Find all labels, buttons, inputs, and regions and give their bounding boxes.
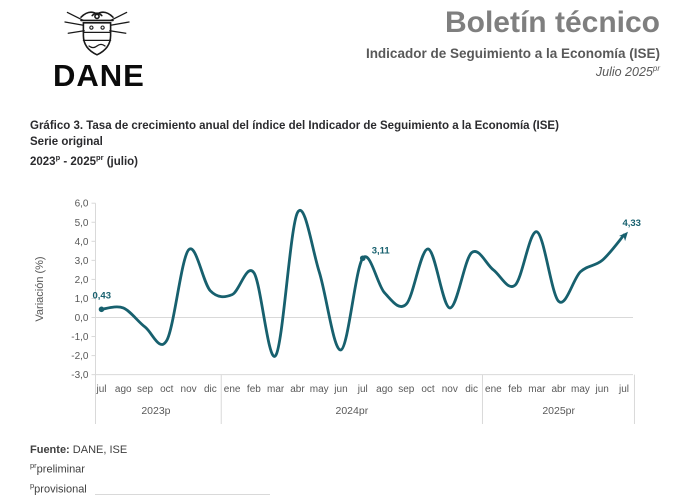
month-label: ene bbox=[485, 384, 502, 395]
y-tick-label: 5,0 bbox=[75, 218, 89, 229]
year-label: 2025pr bbox=[542, 405, 575, 417]
heading-sup-p: p bbox=[55, 153, 61, 162]
source-value: DANE, ISE bbox=[69, 444, 128, 456]
month-label: abr bbox=[290, 384, 305, 395]
arrow-head-icon bbox=[619, 231, 628, 242]
period-text: Julio 2025 bbox=[595, 64, 653, 79]
month-label: oct bbox=[421, 384, 435, 395]
month-label: jun bbox=[595, 384, 609, 395]
series-line bbox=[100, 208, 626, 358]
month-label: ago bbox=[376, 384, 393, 395]
page-bottom-rule bbox=[95, 494, 270, 495]
note2-text: provisional bbox=[34, 483, 87, 496]
axes: 6,0 5,0 4,0 3,0 2,0 1,0 0,0 -1,0 -2,0 -3,0 Variaci… bbox=[34, 199, 635, 424]
heading-year-end: - 2025 bbox=[60, 155, 96, 168]
data-label: 3,11 bbox=[372, 245, 391, 256]
dane-coat-of-arms-icon bbox=[64, 11, 130, 56]
chart-footer: Fuente: DANE, ISE prpreliminar pprovisio… bbox=[30, 442, 127, 497]
month-label: feb bbox=[247, 384, 261, 395]
month-label: dic bbox=[204, 384, 217, 395]
month-label: dic bbox=[465, 384, 478, 395]
y-tick-label: 2,0 bbox=[75, 275, 89, 286]
header-title-block: Boletín técnico Indicador de Seguimiento… bbox=[366, 6, 660, 79]
dane-logo-wordmark: DANE bbox=[53, 58, 145, 93]
note1-text: preliminar bbox=[36, 463, 85, 476]
chart-heading-line2: Serie original bbox=[30, 136, 103, 148]
y-tick-label: -3,0 bbox=[71, 370, 89, 381]
month-label: ene bbox=[224, 384, 241, 395]
series-ise bbox=[100, 208, 628, 358]
y-tick-label: -1,0 bbox=[71, 332, 89, 343]
month-label: abr bbox=[551, 384, 566, 395]
source-label: Fuente: bbox=[30, 444, 70, 456]
data-label: 4,33 bbox=[622, 218, 641, 229]
month-label: jul bbox=[618, 384, 629, 395]
month-label: may bbox=[310, 384, 329, 395]
month-label: nov bbox=[442, 384, 458, 395]
y-tick-label: 4,0 bbox=[75, 237, 89, 248]
note2-superscript: p bbox=[30, 480, 35, 490]
bulletin-title: Boletín técnico bbox=[444, 6, 660, 39]
note-provisional: pprovisional bbox=[30, 478, 127, 497]
point-marker bbox=[359, 255, 366, 262]
source-line: Fuente: DANE, ISE bbox=[30, 442, 127, 458]
month-label: jul bbox=[357, 384, 368, 395]
heading-sup-pr: pr bbox=[96, 153, 104, 162]
heading-month: (julio) bbox=[103, 155, 138, 168]
y-tick-label: 3,0 bbox=[75, 256, 89, 267]
data-labels: 0,43 3,11 4,33 bbox=[93, 218, 641, 313]
heading-year-start: 2023 bbox=[30, 155, 56, 168]
y-tick-label: 6,0 bbox=[75, 199, 89, 210]
bulletin-period: Julio 2025pr bbox=[366, 64, 660, 79]
month-label: oct bbox=[160, 384, 174, 395]
month-label: sep bbox=[398, 384, 415, 395]
chart-heading: Gráfico 3. Tasa de crecimiento anual del… bbox=[30, 118, 660, 170]
y-axis-title: Variación (%) bbox=[34, 256, 46, 321]
chart-heading-line3: 2023p - 2025pr (julio) bbox=[30, 150, 660, 170]
month-label: jul bbox=[95, 384, 106, 395]
month-label: feb bbox=[508, 384, 522, 395]
year-label: 2023p bbox=[141, 405, 170, 417]
month-label: mar bbox=[528, 384, 546, 395]
point-marker bbox=[98, 306, 105, 313]
month-label: ago bbox=[115, 384, 132, 395]
year-label: 2024pr bbox=[336, 405, 369, 417]
month-label: jun bbox=[333, 384, 347, 395]
chart-heading-line1: Gráfico 3. Tasa de crecimiento anual del… bbox=[30, 120, 559, 132]
period-superscript: pr bbox=[652, 63, 660, 73]
ise-growth-line-chart: 6,0 5,0 4,0 3,0 2,0 1,0 0,0 -1,0 -2,0 -3,0 Variaci… bbox=[34, 199, 641, 424]
y-tick-label: -2,0 bbox=[71, 351, 89, 362]
note1-superscript: pr bbox=[30, 461, 37, 470]
y-tick-label: 0,0 bbox=[75, 313, 89, 324]
y-tick-label: 1,0 bbox=[75, 294, 89, 305]
bulletin-subtitle: Indicador de Seguimiento a la Economía (… bbox=[365, 45, 660, 61]
month-label: nov bbox=[181, 384, 197, 395]
month-label: sep bbox=[137, 384, 154, 395]
note-preliminar: prpreliminar bbox=[30, 458, 127, 478]
data-label: 0,43 bbox=[93, 290, 112, 301]
month-label: may bbox=[571, 384, 590, 395]
month-label: mar bbox=[267, 384, 285, 395]
